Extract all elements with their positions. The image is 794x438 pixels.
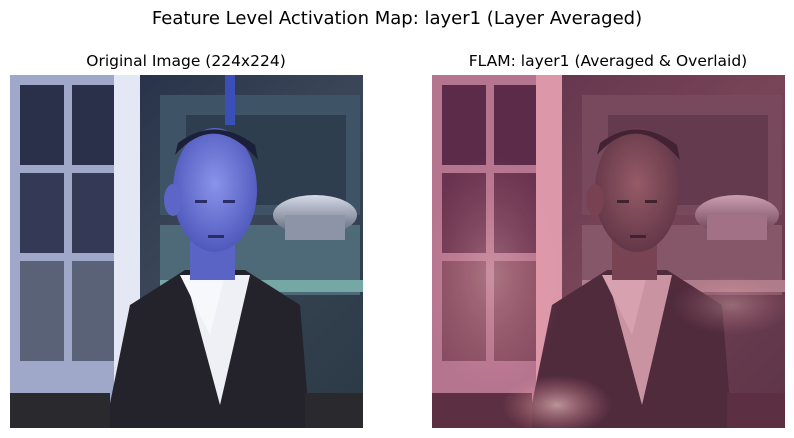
panel-title-flam: FLAM: layer1 (Averaged & Overlaid) [468, 52, 748, 70]
original-image [10, 75, 363, 428]
figure-title: Feature Level Activation Map: layer1 (La… [151, 8, 643, 29]
panel-title-original: Original Image (224x224) [86, 52, 286, 70]
flam-overlay-image [432, 75, 785, 428]
